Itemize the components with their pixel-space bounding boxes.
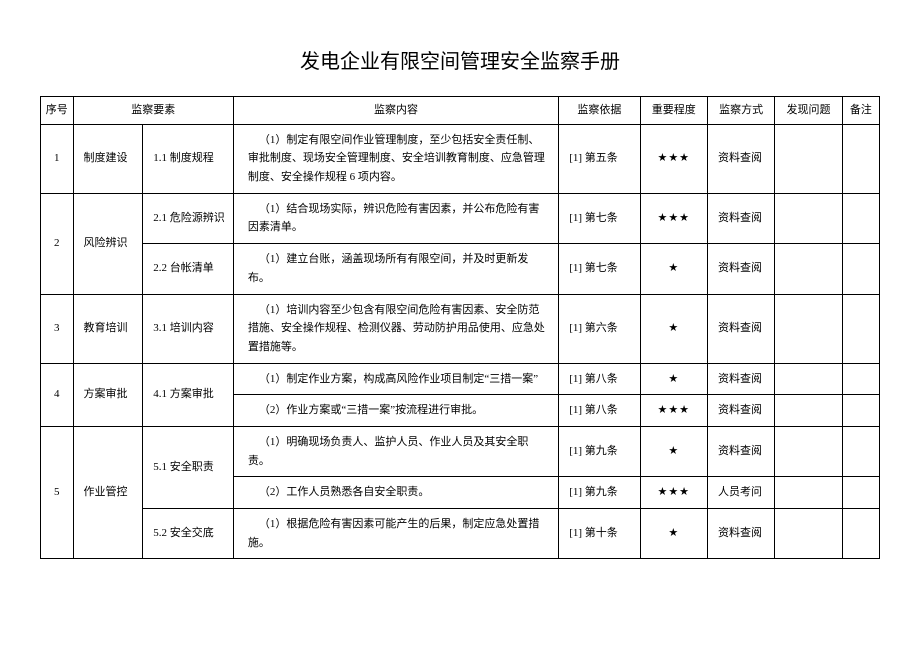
cell-method: 资料查阅 [707,193,774,243]
cell-method: 资料查阅 [707,294,774,363]
cell-problem [775,193,842,243]
cell-content: （2）工作人员熟悉各自安全职责。 [233,477,558,509]
cell-importance: ★ [640,294,707,363]
cell-note [842,244,879,294]
cell-method: 资料查阅 [707,395,774,427]
col-element: 监察要素 [73,97,233,125]
table-row: 5.2 安全交底（1）根据危险有害因素可能产生的后果，制定应急处置措施。[1] … [41,509,880,559]
cell-importance: ★ [640,363,707,395]
cell-method: 资料查阅 [707,426,774,476]
cell-basis: [1] 第七条 [559,244,640,294]
col-content: 监察内容 [233,97,558,125]
cell-basis: [1] 第九条 [559,477,640,509]
cell-element: 作业管控 [73,426,143,558]
cell-content: （2）作业方案或“三措一案”按流程进行审批。 [233,395,558,427]
cell-subelement: 4.1 方案审批 [143,363,234,426]
cell-method: 资料查阅 [707,363,774,395]
cell-method: 资料查阅 [707,509,774,559]
cell-method: 资料查阅 [707,244,774,294]
cell-seq: 2 [41,193,74,294]
col-method: 监察方式 [707,97,774,125]
cell-problem [775,363,842,395]
cell-subelement: 5.2 安全交底 [143,509,234,559]
table-header-row: 序号 监察要素 监察内容 监察依据 重要程度 监察方式 发现问题 备注 [41,97,880,125]
cell-note [842,395,879,427]
table-row: 4方案审批4.1 方案审批（1）制定作业方案，构成高风险作业项目制定“三措一案”… [41,363,880,395]
col-note: 备注 [842,97,879,125]
cell-seq: 5 [41,426,74,558]
table-body: 1制度建设1.1 制度规程（1）制定有限空间作业管理制度，至少包括安全责任制、审… [41,124,880,559]
cell-seq: 4 [41,363,74,426]
col-seq: 序号 [41,97,74,125]
cell-problem [775,124,842,193]
cell-content: （1）制定作业方案，构成高风险作业项目制定“三措一案” [233,363,558,395]
col-basis: 监察依据 [559,97,640,125]
cell-method: 资料查阅 [707,124,774,193]
cell-subelement: 2.1 危险源辨识 [143,193,234,243]
supervision-table: 序号 监察要素 监察内容 监察依据 重要程度 监察方式 发现问题 备注 1制度建… [40,96,880,559]
page-title: 发电企业有限空间管理安全监察手册 [40,45,880,74]
cell-importance: ★ [640,509,707,559]
cell-element: 教育培训 [73,294,143,363]
cell-note [842,477,879,509]
cell-basis: [1] 第五条 [559,124,640,193]
cell-importance: ★ [640,426,707,476]
cell-problem [775,244,842,294]
cell-subelement: 2.2 台帐清单 [143,244,234,294]
cell-content: （1）制定有限空间作业管理制度，至少包括安全责任制、审批制度、现场安全管理制度、… [233,124,558,193]
cell-element: 风险辨识 [73,193,143,294]
cell-importance: ★★★ [640,124,707,193]
cell-subelement: 3.1 培训内容 [143,294,234,363]
table-row: 3教育培训3.1 培训内容（1）培训内容至少包含有限空间危险有害因素、安全防范措… [41,294,880,363]
cell-element: 制度建设 [73,124,143,193]
cell-note [842,509,879,559]
cell-basis: [1] 第九条 [559,426,640,476]
cell-basis: [1] 第八条 [559,395,640,427]
cell-note [842,124,879,193]
cell-problem [775,294,842,363]
cell-importance: ★ [640,244,707,294]
cell-note [842,426,879,476]
cell-content: （1）根据危险有害因素可能产生的后果，制定应急处置措施。 [233,509,558,559]
cell-content: （1）结合现场实际，辨识危险有害因素，并公布危险有害因素清单。 [233,193,558,243]
cell-importance: ★★★ [640,477,707,509]
cell-problem [775,509,842,559]
cell-seq: 3 [41,294,74,363]
cell-importance: ★★★ [640,395,707,427]
table-row: 1制度建设1.1 制度规程（1）制定有限空间作业管理制度，至少包括安全责任制、审… [41,124,880,193]
cell-element: 方案审批 [73,363,143,426]
cell-problem [775,477,842,509]
cell-method: 人员考问 [707,477,774,509]
cell-importance: ★★★ [640,193,707,243]
cell-problem [775,426,842,476]
col-problem: 发现问题 [775,97,842,125]
cell-basis: [1] 第六条 [559,294,640,363]
table-row: 2风险辨识2.1 危险源辨识（1）结合现场实际，辨识危险有害因素，并公布危险有害… [41,193,880,243]
cell-seq: 1 [41,124,74,193]
cell-note [842,363,879,395]
cell-basis: [1] 第八条 [559,363,640,395]
col-importance: 重要程度 [640,97,707,125]
cell-basis: [1] 第十条 [559,509,640,559]
table-row: 5作业管控5.1 安全职责（1）明确现场负责人、监护人员、作业人员及其安全职责。… [41,426,880,476]
cell-note [842,193,879,243]
table-row: 2.2 台帐清单（1）建立台账，涵盖现场所有有限空间，并及时更新发布。[1] 第… [41,244,880,294]
cell-basis: [1] 第七条 [559,193,640,243]
cell-content: （1）明确现场负责人、监护人员、作业人员及其安全职责。 [233,426,558,476]
cell-subelement: 1.1 制度规程 [143,124,234,193]
cell-content: （1）建立台账，涵盖现场所有有限空间，并及时更新发布。 [233,244,558,294]
cell-subelement: 5.1 安全职责 [143,426,234,508]
cell-note [842,294,879,363]
cell-content: （1）培训内容至少包含有限空间危险有害因素、安全防范措施、安全操作规程、检测仪器… [233,294,558,363]
cell-problem [775,395,842,427]
